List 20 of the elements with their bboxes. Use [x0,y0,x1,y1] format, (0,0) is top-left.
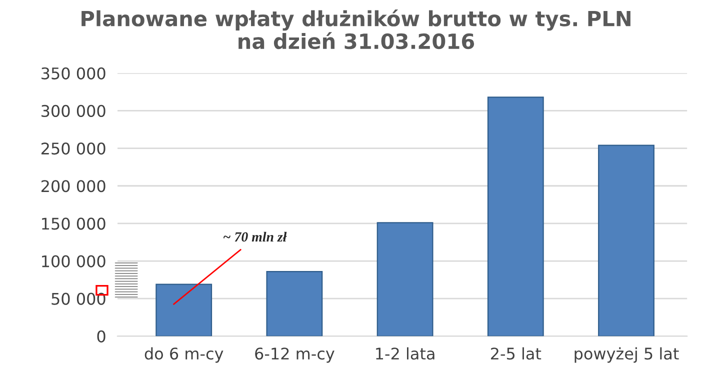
chart-title: Planowane wpłaty dłużników brutto w tys. PLN na dzień 31.03.2016 [82,9,630,50]
y-tick-label: 100 000 [42,255,106,268]
y-tick-label: 0 [97,330,106,342]
y-tick-label: 300 000 [42,104,106,118]
y-tick-label: 350 000 [42,67,106,80]
y-tick-label: 250 000 [41,142,106,155]
x-tick-label: do 6 m-cy [144,347,224,363]
y-tick-label: 200 000 [41,180,106,192]
y-tick-label: 50 000 [52,292,106,305]
x-tick-label: 6-12 m-cy [255,348,334,363]
y-tick-label: 150 000 [42,218,106,230]
bar [266,270,323,336]
x-tick-label: 2-5 lat [490,347,542,360]
annotation: ~ 70 mln zł [223,232,287,242]
bar [487,96,544,336]
x-tick-label: 1-2 lata [376,347,434,360]
bar [156,284,212,336]
x-tick-label: powyżej 5 lat [574,347,679,363]
bar [376,222,434,336]
bar [598,144,654,336]
